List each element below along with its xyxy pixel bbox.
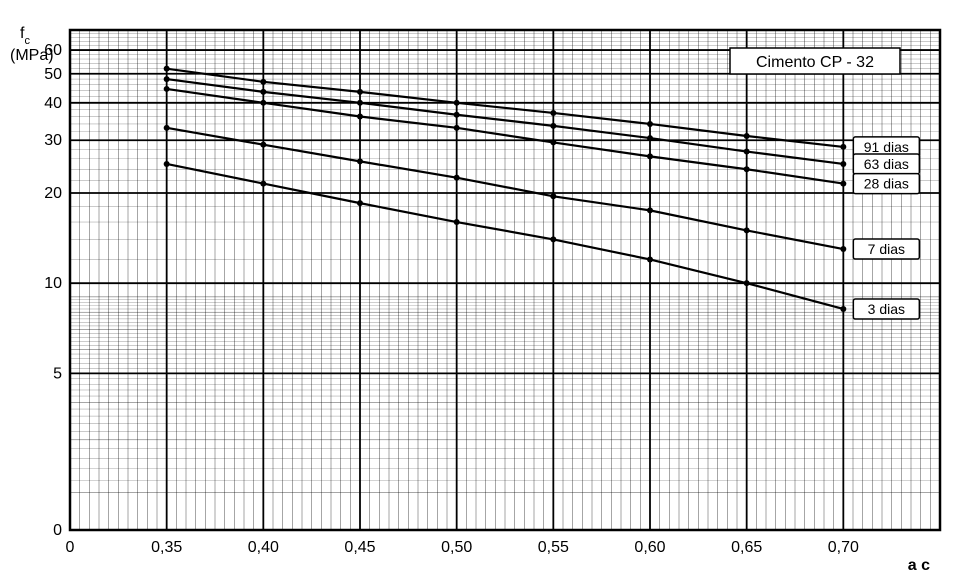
series-marker [647, 153, 653, 159]
series-marker [647, 121, 653, 127]
y-zero-label: 0 [53, 522, 62, 539]
series-marker [550, 123, 556, 129]
series-marker [260, 142, 266, 148]
series-marker [744, 166, 750, 172]
series-marker [647, 207, 653, 213]
series-marker [164, 66, 170, 72]
series-label: 63 dias [864, 156, 909, 172]
x-tick-label: 0,70 [828, 539, 859, 556]
series-marker [357, 89, 363, 95]
x-zero-label: 0 [66, 539, 75, 556]
series-label: 7 dias [868, 241, 905, 257]
x-tick-label: 0,55 [538, 539, 569, 556]
y-axis-unit: (MPa) [10, 47, 54, 64]
series-marker [550, 110, 556, 116]
x-tick-label: 0,65 [731, 539, 762, 556]
series-marker [840, 306, 846, 312]
x-tick-label: 0,50 [441, 539, 472, 556]
chart-container: 91 dias63 dias 28 dias 7 dias 3 dias Cimento… [0, 0, 966, 586]
series-marker [550, 236, 556, 242]
series-marker [454, 100, 460, 106]
x-tick-label: 0,45 [344, 539, 375, 556]
series-label: 28 dias [864, 176, 909, 192]
chart-title: Cimento CP - 32 [756, 54, 874, 71]
y-tick-label: 20 [44, 185, 62, 202]
series-marker [840, 161, 846, 167]
series-marker [357, 100, 363, 106]
y-tick-label: 50 [44, 66, 62, 83]
y-tick-label: 30 [44, 132, 62, 149]
y-tick-label: 10 [44, 275, 62, 292]
series-marker [744, 227, 750, 233]
x-tick-label: 0,35 [151, 539, 182, 556]
series-marker [647, 256, 653, 262]
series-marker [840, 246, 846, 252]
series-marker [647, 135, 653, 141]
series-marker [744, 280, 750, 286]
series-marker [260, 181, 266, 187]
series-marker [550, 139, 556, 145]
series-marker [744, 149, 750, 155]
series-marker [550, 193, 556, 199]
series-marker [357, 158, 363, 164]
series-label: 3 dias [868, 301, 905, 317]
chart-svg: 91 dias63 dias 28 dias 7 dias 3 dias Cimento… [0, 0, 966, 586]
series-marker [744, 133, 750, 139]
series-marker [357, 114, 363, 120]
series-marker [454, 112, 460, 118]
x-tick-label: 0,40 [248, 539, 279, 556]
series-marker [357, 200, 363, 206]
y-tick-label: 5 [53, 365, 62, 382]
y-tick-label: 40 [44, 95, 62, 112]
x-tick-label: 0,60 [634, 539, 665, 556]
series-marker [164, 76, 170, 82]
series-marker [260, 89, 266, 95]
series-marker [164, 161, 170, 167]
x-axis-label: a c [908, 557, 930, 574]
series-marker [840, 144, 846, 150]
series-marker [454, 125, 460, 131]
series-label: 91 dias [864, 139, 909, 155]
series-marker [454, 219, 460, 225]
series-marker [260, 100, 266, 106]
series-marker [260, 79, 266, 85]
series-marker [164, 125, 170, 131]
series-marker [454, 175, 460, 181]
series-marker [840, 181, 846, 187]
series-marker [164, 86, 170, 92]
